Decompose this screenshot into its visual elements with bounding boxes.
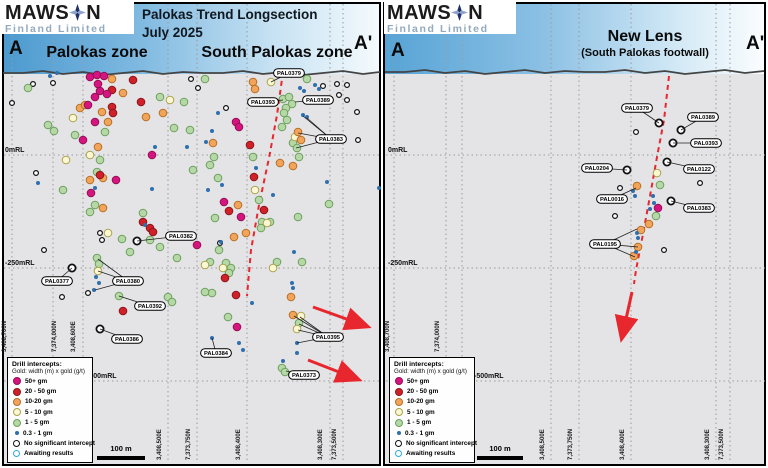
scale-bar [477,456,523,460]
legend-swatch-a-icon [395,450,402,458]
legend-drill-intercepts: Drill intercepts: Gold: width (m) x gold… [7,357,95,463]
legend-item: 50+ gm [12,376,88,386]
legend-item-label: 20 - 50 gm [407,388,439,396]
legend-swatch-n-icon [395,440,402,448]
zone-label-south-palokas: South Palokas zone [201,44,353,61]
legend-item: 20 - 50 gm [394,386,470,396]
scale-bar-label: 100 m [489,444,511,453]
legend-swatch-o-icon [13,397,21,406]
legend-swatch-r-icon [13,387,21,396]
zone-sublabel-footwall: (South Palokas footwall) [581,47,709,59]
legend-item: 5 - 10 gm [12,407,88,417]
legend-title: Drill intercepts: [12,361,62,368]
legend-item-label: 5 - 10 gm [25,408,53,416]
section-marker-a-prime: A' [354,33,373,54]
legend-item: 0.3 - 1 gm [394,428,470,438]
logo-word-post: N [86,2,102,24]
logo-subtitle: Finland Limited [5,23,107,35]
mawson-logo: MAWS N Finland Limited [2,2,134,34]
logo-word-pre: MAWS [387,2,452,24]
legend-items: 50+ gm 20 - 50 gm 10-20 gm 5 - 10 gm 1 - 5 g… [12,376,95,459]
legend-swatch-y-icon [13,408,21,417]
legend-item: 10-20 gm [12,397,88,407]
legend-item: 0.3 - 1 gm [12,428,88,438]
legend-item-label: No significant intercept [24,440,96,448]
legend-item-label: 50+ gm [25,377,48,385]
legend-drill-intercepts: Drill intercepts: Gold: width (m) x gold… [389,357,477,463]
legend-item: 20 - 50 gm [12,386,88,396]
legend-swatch-m-icon [13,377,21,386]
legend-item-label: 10-20 gm [25,398,53,406]
scale-bar-label: 100 m [110,444,132,453]
legend-swatch-y-icon [395,408,403,417]
mawson-star-icon [451,3,469,23]
section-marker-a-prime: A' [746,33,765,54]
legend-item-label: 5 - 10 gm [407,408,435,416]
legend-swatch-g-icon [395,418,403,427]
legend-item-label: 1 - 5 gm [407,419,432,427]
legend-subtitle: Gold: width (m) x gold (g/t) [394,368,467,375]
legend-item-label: Awaiting results [406,450,456,458]
legend-swatch-b-icon [15,431,19,436]
legend-subtitle: Gold: width (m) x gold (g/t) [12,368,85,375]
legend-title: Drill intercepts: [394,361,444,368]
zone-label-new-lens: New Lens [607,28,683,45]
scale-bar [97,456,145,460]
legend-item: 50+ gm [394,376,470,386]
logo-subtitle: Finland Limited [387,23,489,35]
legend-item: No significant intercept [394,438,477,448]
legend-item: 10-20 gm [394,397,470,407]
mawson-logo: MAWS N Finland Limited [384,2,516,34]
legend-item: 1 - 5 gm [394,418,470,428]
legend-item: 5 - 10 gm [394,407,470,417]
legend-swatch-g-icon [13,418,21,427]
legend-item: No significant intercept [12,438,95,448]
legend-swatch-b-icon [397,431,401,436]
legend-item-label: 20 - 50 gm [25,388,57,396]
legend-item-label: 0.3 - 1 gm [405,429,435,437]
mawson-star-icon [69,3,87,23]
legend-item-label: 50+ gm [407,377,430,385]
legend-item-label: No significant intercept [406,440,478,448]
legend-item: 1 - 5 gm [12,418,88,428]
zone-label-palokas: Palokas zone [46,44,148,61]
legend-item-label: 0.3 - 1 gm [23,429,53,437]
figure-title: Palokas Trend Longsection [142,7,318,22]
legend-swatch-m-icon [395,377,403,386]
legend-swatch-r-icon [395,387,403,396]
section-marker-a: A [9,38,23,59]
logo-word-pre: MAWS [5,2,70,24]
legend-items: 50+ gm 20 - 50 gm 10-20 gm 5 - 10 gm 1 - 5 g… [394,376,477,459]
figure-date: July 2025 [142,25,203,40]
panel-new-lens [383,2,766,466]
section-marker-a: A [391,40,405,61]
legend-swatch-a-icon [13,450,20,458]
legend-item: Awaiting results [12,449,88,459]
legend-item-label: Awaiting results [24,450,74,458]
legend-swatch-n-icon [13,440,20,448]
legend-item-label: 1 - 5 gm [25,419,50,427]
legend-item-label: 10-20 gm [407,398,435,406]
legend-swatch-o-icon [395,397,403,406]
legend-item: Awaiting results [394,449,470,459]
logo-word-post: N [468,2,484,24]
